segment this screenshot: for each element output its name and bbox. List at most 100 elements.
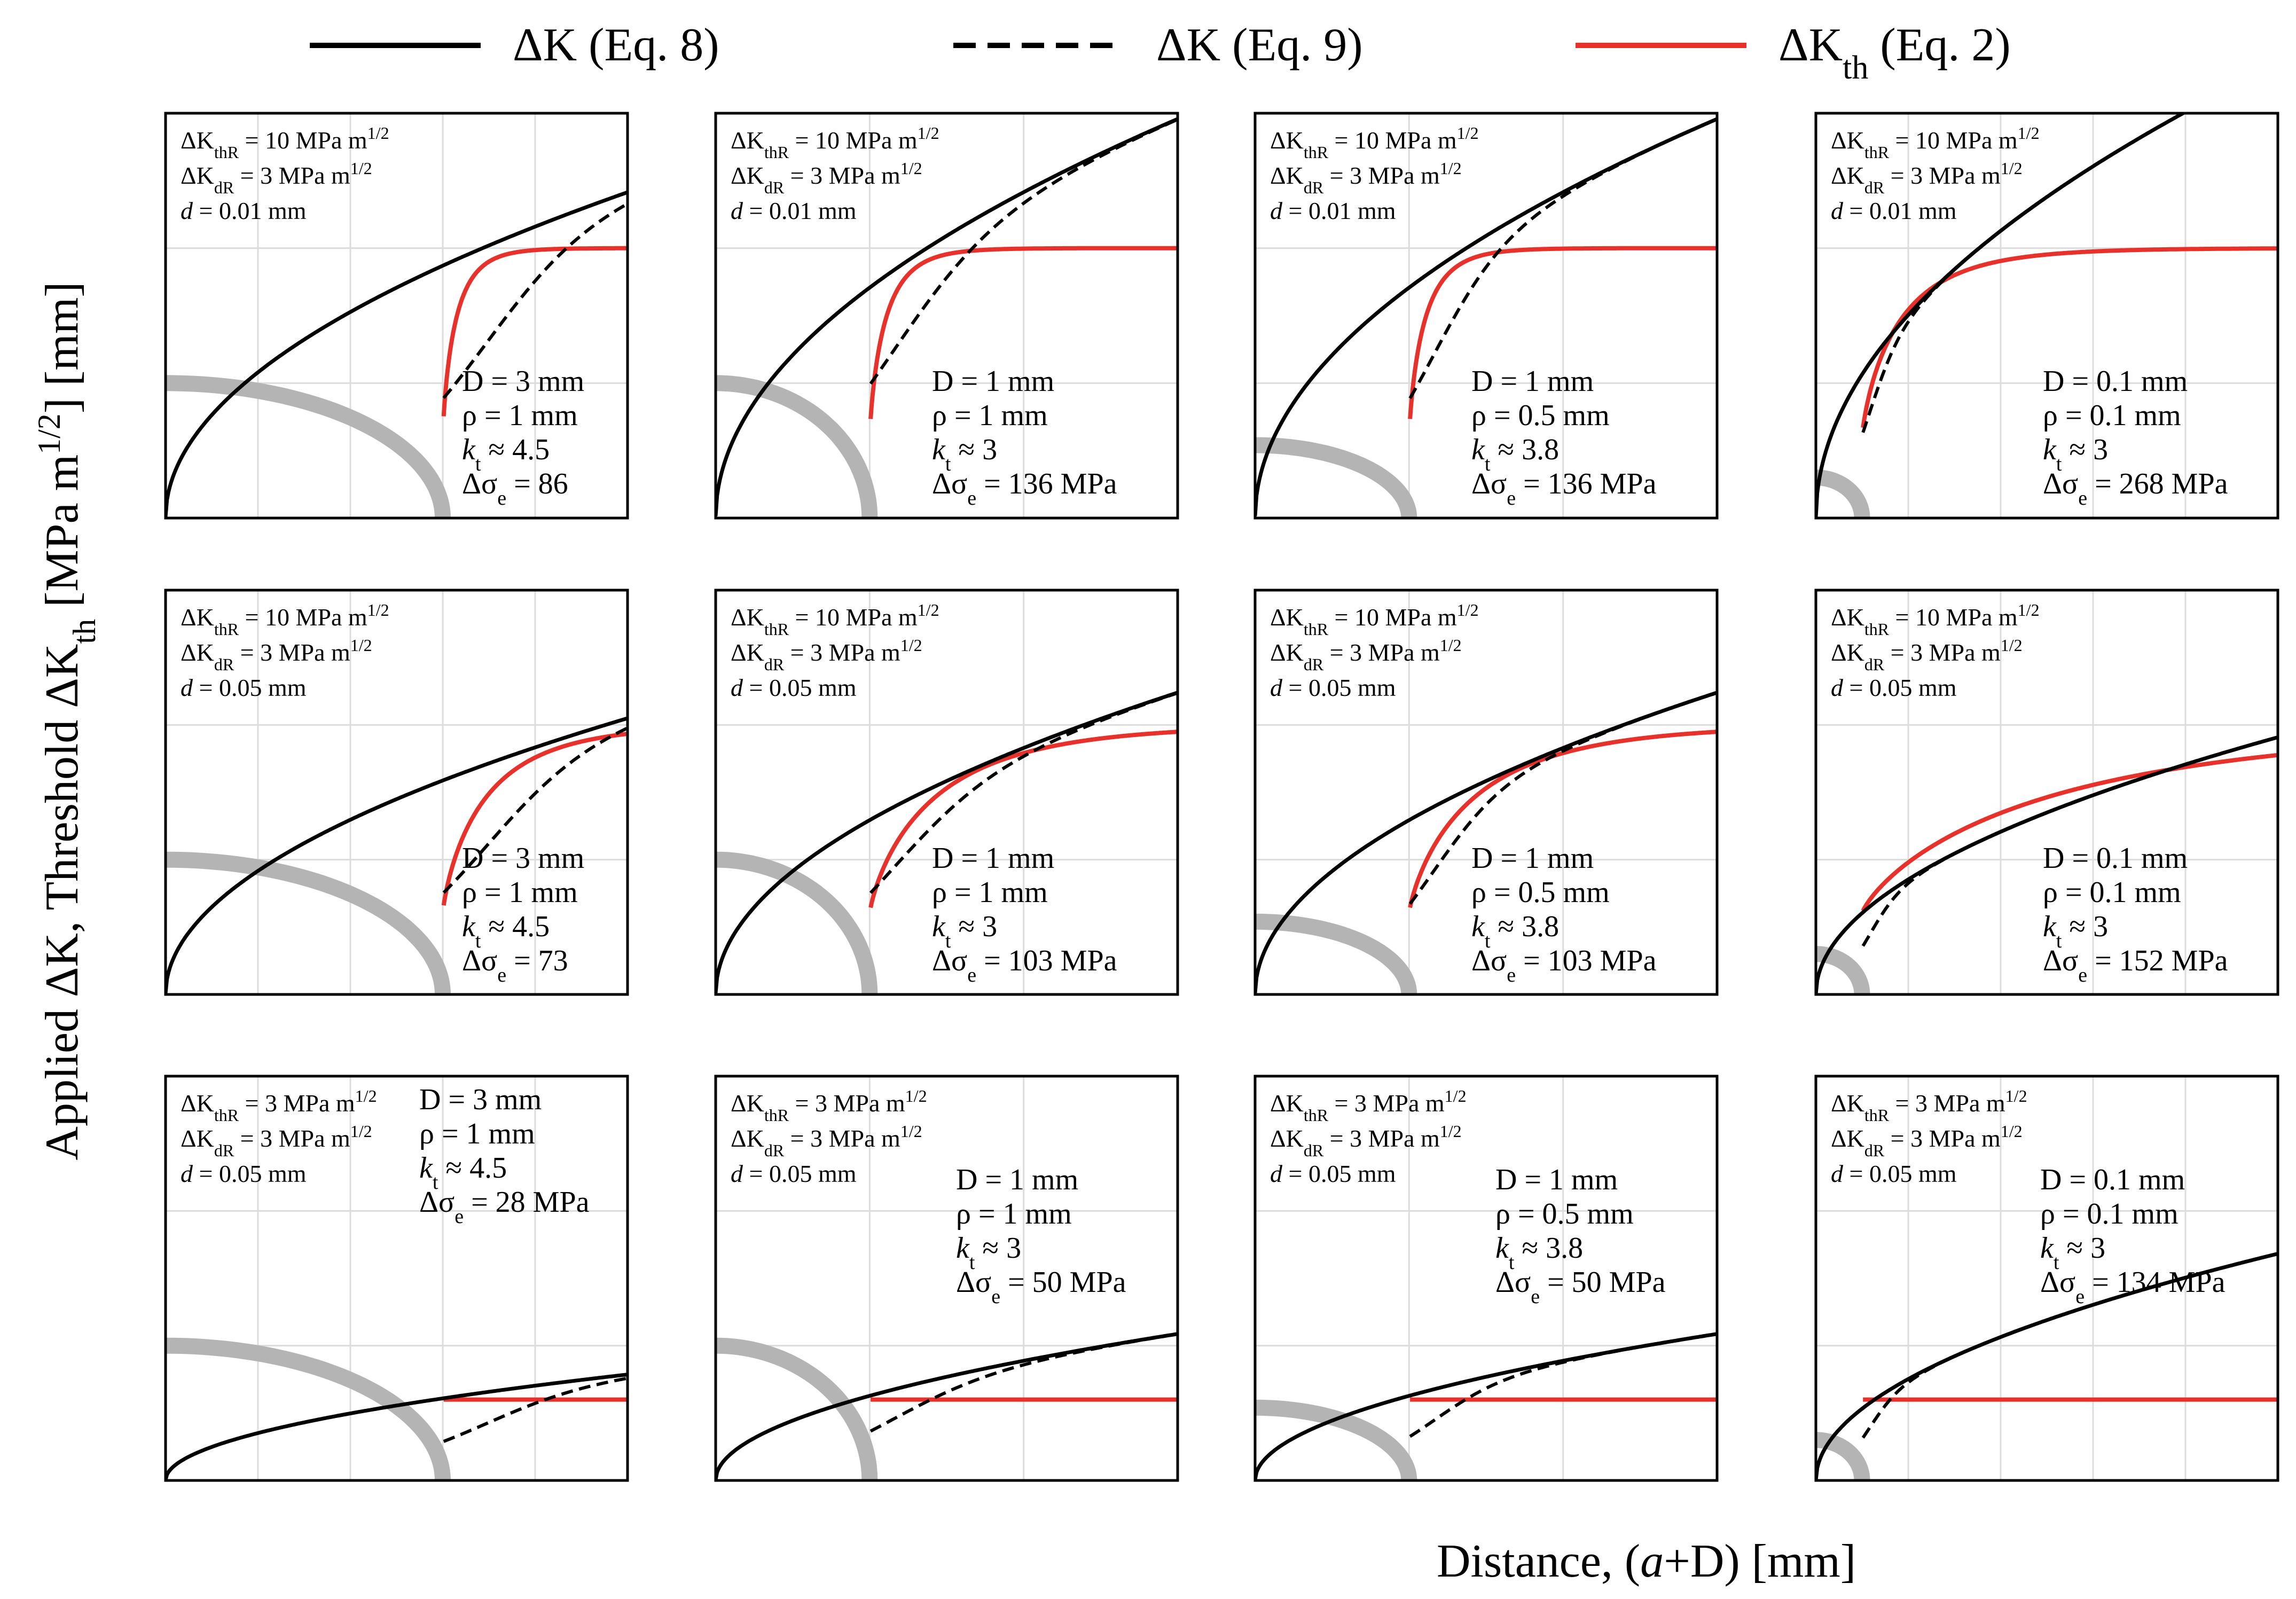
- info-line: d = 0.05 mm: [731, 674, 857, 701]
- series-threshold-dKth: [868, 246, 1178, 419]
- series-applied-dK-eq8: [716, 1332, 1178, 1480]
- series-applied-dK-eq8: [716, 117, 1178, 516]
- panel-frame: [1253, 1075, 1719, 1482]
- panel-plot: [716, 691, 1178, 994]
- panel-plot: [166, 716, 628, 994]
- series-applied-dK-eq8: [166, 1373, 628, 1480]
- notch-line: D = 1 mm: [1495, 1163, 1618, 1196]
- panel-frame: [1253, 589, 1719, 996]
- info-line: ΔKthR = 10 MPa m1/2: [1831, 123, 2040, 162]
- notch-profile: [716, 1337, 878, 1480]
- series-applied-dK-eq8: [166, 190, 628, 517]
- info-line: ΔKthR = 3 MPa m1/2: [1270, 1086, 1467, 1125]
- notch-line: ρ = 1 mm: [419, 1117, 535, 1150]
- series-applied-dK-eq8: [1255, 1332, 1717, 1480]
- info-line: ΔKdR = 3 MPa m1/2: [1270, 1122, 1462, 1160]
- panel-frame: [164, 112, 629, 520]
- notch-profile: [716, 851, 878, 994]
- notch-profile: [166, 375, 451, 518]
- panel-plot: [1255, 1332, 1717, 1480]
- legend-label-1: ΔK (Eq. 8): [513, 19, 719, 71]
- info-line: d = 0.01 mm: [1831, 197, 1957, 224]
- info-line: d = 0.05 mm: [181, 674, 307, 701]
- notch-profile: [1255, 1399, 1417, 1480]
- info-line: ΔKdR = 3 MPa m1/2: [1831, 159, 2023, 197]
- notch-profile: [166, 851, 451, 994]
- info-line: ΔKthR = 3 MPa m1/2: [1831, 1086, 2027, 1125]
- panel-plot: [716, 1332, 1178, 1480]
- notch-line: kt ≈ 3.8: [1471, 433, 1559, 475]
- notch-line: Δσe = 50 MPa: [1495, 1266, 1666, 1308]
- panel-frame: [1814, 1075, 2279, 1482]
- series-applied-dK-eq8: [1816, 1252, 2278, 1480]
- panel-frame: [714, 112, 1179, 520]
- notch-line: D = 3 mm: [462, 842, 584, 875]
- series-applied-dK-eq9: [442, 726, 628, 894]
- panel-plot: [1255, 117, 1717, 518]
- notch-profile: [1816, 469, 1870, 518]
- notch-line: kt ≈ 3.8: [1471, 910, 1559, 952]
- info-line: ΔKdR = 3 MPa m1/2: [731, 1122, 922, 1160]
- notch-line: D = 3 mm: [419, 1083, 542, 1116]
- series-threshold-dKth: [868, 730, 1178, 908]
- notch-line: D = 0.1 mm: [2040, 1163, 2185, 1196]
- series-applied-dK-eq8: [1255, 117, 1717, 516]
- info-line: d = 0.05 mm: [1270, 1160, 1396, 1187]
- info-line: ΔKdR = 3 MPa m1/2: [731, 159, 922, 197]
- notch-line: kt ≈ 3: [2043, 910, 2108, 952]
- notch-line: ρ = 0.5 mm: [1471, 399, 1610, 432]
- series-applied-dK-eq8: [166, 716, 628, 994]
- notch-profile: [1255, 913, 1417, 994]
- info-line: ΔKthR = 10 MPa m1/2: [181, 123, 389, 162]
- notch-line: Δσe = 268 MPa: [2043, 467, 2228, 510]
- info-line: ΔKthR = 10 MPa m1/2: [731, 600, 939, 639]
- notch-line: D = 1 mm: [1471, 842, 1594, 875]
- notch-line: D = 1 mm: [932, 842, 1054, 875]
- series-applied-dK-eq8: [1816, 113, 2187, 518]
- notch-line: kt ≈ 3.8: [1495, 1232, 1583, 1274]
- info-line: d = 0.05 mm: [731, 1160, 857, 1187]
- notch-line: ρ = 1 mm: [462, 399, 578, 432]
- panel-plot: [716, 117, 1178, 518]
- series-threshold-dKth: [1861, 753, 2278, 912]
- notch-line: kt ≈ 3: [956, 1232, 1021, 1274]
- info-line: ΔKdR = 3 MPa m1/2: [181, 1122, 372, 1160]
- panel-frame: [714, 589, 1179, 996]
- notch-line: ρ = 1 mm: [462, 876, 578, 909]
- series-threshold-dKth: [441, 246, 628, 417]
- info-line: ΔKthR = 10 MPa m1/2: [1270, 600, 1479, 639]
- notch-line: ρ = 0.1 mm: [2043, 399, 2181, 432]
- series-applied-dK-eq9: [442, 202, 628, 399]
- notch-line: ρ = 0.1 mm: [2040, 1197, 2179, 1230]
- notch-line: Δσe = 136 MPa: [932, 467, 1117, 510]
- info-line: d = 0.01 mm: [731, 197, 857, 224]
- info-line: ΔKthR = 3 MPa m1/2: [181, 1086, 377, 1125]
- series-applied-dK-eq8: [1255, 691, 1717, 993]
- notch-line: Δσe = 28 MPa: [419, 1186, 590, 1228]
- series-applied-dK-eq8: [1816, 735, 2278, 994]
- legend-entry-1: ΔK (Eq. 8): [310, 19, 719, 71]
- notch-line: kt ≈ 3: [932, 433, 997, 475]
- info-line: ΔKthR = 10 MPa m1/2: [181, 600, 389, 639]
